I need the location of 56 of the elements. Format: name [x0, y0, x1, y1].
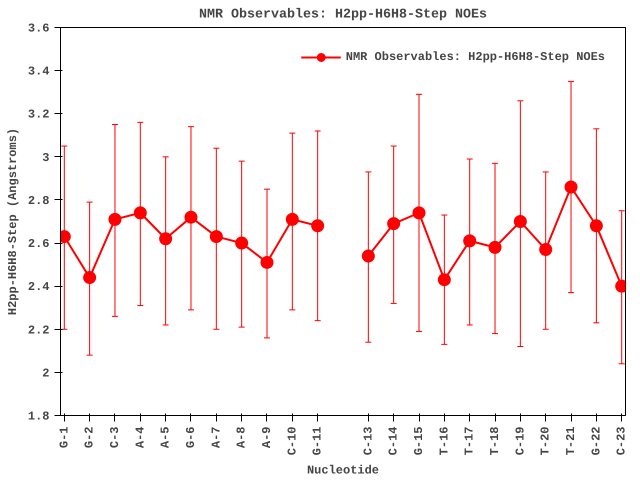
chart-title: NMR Observables: H2pp-H6H8-Step NOEs	[199, 8, 487, 22]
x-tick-label: A-7	[209, 426, 224, 448]
x-tick-label: T-16	[437, 426, 452, 456]
point	[210, 230, 223, 244]
y-tick-label: 2.4	[28, 280, 50, 294]
y-tick-label: 3.6	[28, 22, 50, 36]
y-tick-label: 2.8	[28, 194, 50, 208]
y-tick-label: 3.2	[28, 108, 50, 122]
x-tick-label: G-22	[589, 426, 604, 456]
point	[539, 243, 552, 256]
x-tick-label: C-3	[108, 426, 122, 448]
point	[412, 206, 426, 220]
point	[260, 256, 274, 269]
x-tick-label: C-10	[285, 426, 300, 456]
point	[235, 236, 248, 250]
y-tick-label: 1.8	[28, 410, 50, 424]
x-tick-label: T-17	[462, 426, 477, 456]
point	[438, 273, 451, 286]
point	[362, 250, 375, 262]
x-tick-label: A-5	[158, 426, 173, 448]
point	[387, 217, 400, 230]
point	[83, 271, 96, 284]
x-tick-label: T-21	[564, 426, 578, 456]
x-tick-label: G-6	[184, 426, 198, 448]
point	[159, 232, 172, 246]
point	[311, 219, 324, 232]
x-tick-label: G-2	[82, 426, 97, 448]
x-tick-label: A-8	[234, 426, 249, 448]
x-tick-label: C-19	[513, 426, 528, 456]
x-tick-label: T-20	[538, 426, 553, 456]
x-tick-label: G-1	[57, 426, 72, 448]
point	[108, 212, 122, 226]
point	[564, 180, 578, 194]
y-tick-label: 2	[42, 366, 50, 380]
point	[184, 210, 198, 224]
point	[134, 206, 147, 220]
y-tick-label: 2.6	[28, 237, 50, 252]
y-tick-label: 2.2	[28, 323, 50, 338]
x-tick-label: C-14	[386, 426, 401, 456]
y-tick-label: 3	[42, 150, 50, 165]
x-tick-label: C-13	[361, 426, 376, 456]
x-tick-label: T-18	[488, 426, 502, 456]
point	[590, 219, 603, 232]
point	[463, 234, 476, 248]
point	[286, 212, 299, 226]
x-tick-label: A-4	[133, 426, 148, 448]
legend-label: NMR Observables: H2pp-H6H8-Step NOEs	[346, 50, 605, 64]
x-tick-label: G-11	[310, 426, 325, 456]
x-tick-label: G-15	[412, 426, 426, 456]
x-axis-title: Nucleotide	[306, 463, 380, 478]
point	[488, 240, 502, 254]
x-tick-label: A-9	[260, 426, 274, 448]
point	[514, 215, 527, 228]
x-tick-label: C-23	[614, 426, 629, 456]
y-axis-title: H2pp-H6H8-Step (Angstroms)	[6, 128, 20, 316]
y-tick-label: 3.4	[28, 64, 50, 79]
